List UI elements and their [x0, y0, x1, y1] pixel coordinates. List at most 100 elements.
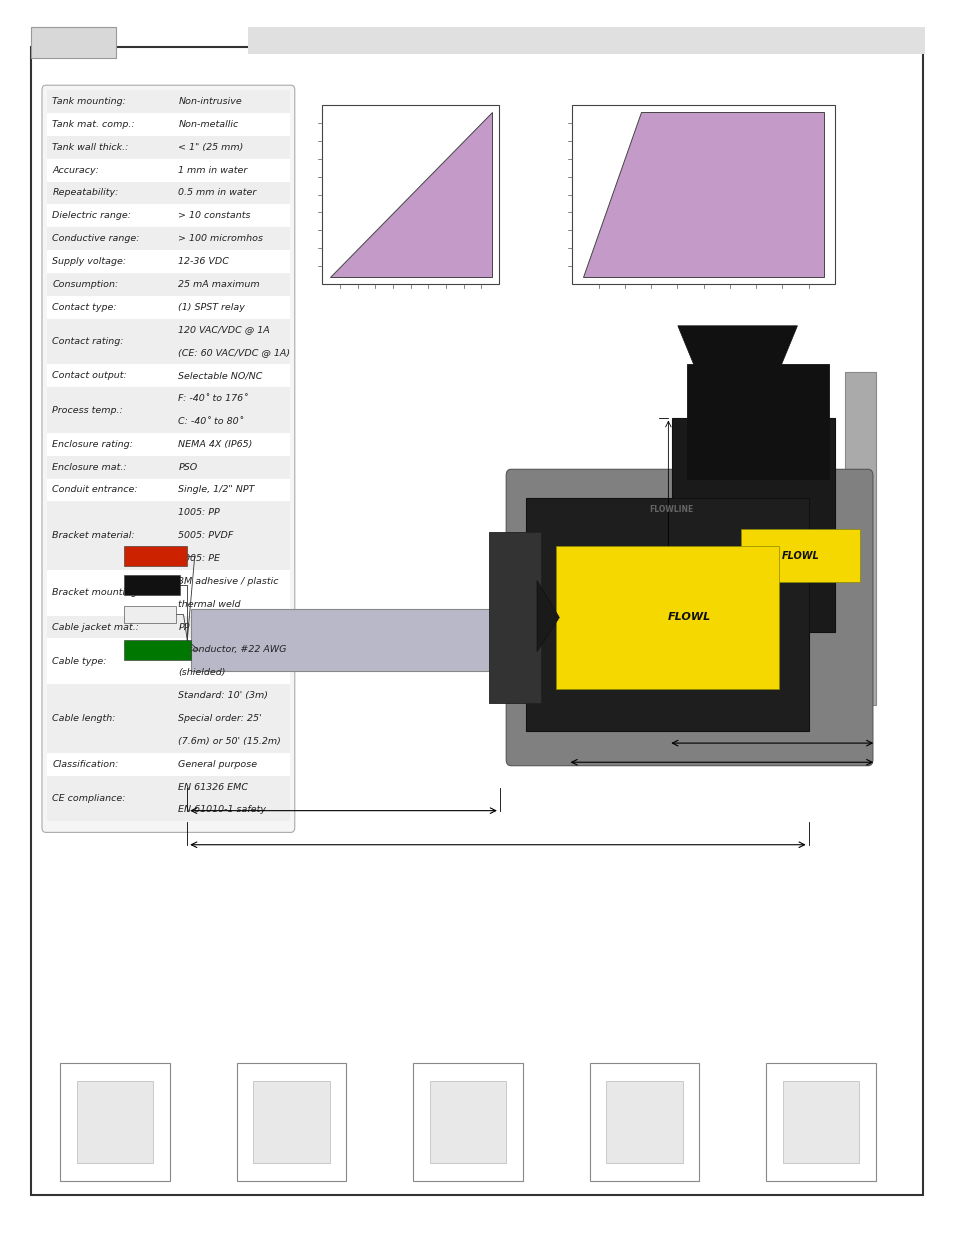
Bar	[47, 432, 290, 456]
Bar	[781, 1081, 859, 1163]
Text: Contact type:: Contact type:	[52, 303, 117, 311]
Polygon shape	[677, 326, 797, 379]
Text: EN 61010-1 safety: EN 61010-1 safety	[178, 805, 266, 814]
Text: Repeatability:: Repeatability:	[52, 189, 119, 198]
Bar	[623, 616, 680, 689]
Bar	[47, 136, 290, 158]
Bar	[589, 1063, 699, 1181]
Text: PP: PP	[178, 622, 190, 631]
Text: General purpose: General purpose	[178, 760, 257, 768]
Text: Bracket mounting:: Bracket mounting:	[52, 588, 141, 598]
Bar	[47, 387, 290, 432]
Bar	[47, 364, 290, 387]
FancyBboxPatch shape	[42, 85, 294, 832]
Bar	[488, 532, 540, 703]
Bar	[47, 295, 290, 319]
Bar	[47, 776, 290, 821]
Text: (7.6m) or 50' (15.2m): (7.6m) or 50' (15.2m)	[178, 737, 281, 746]
Text: > 100 micromhos: > 100 micromhos	[178, 235, 263, 243]
Bar	[76, 1081, 153, 1163]
Text: 4-conductor, #22 AWG: 4-conductor, #22 AWG	[178, 646, 287, 655]
Bar	[47, 273, 290, 295]
Text: Standard: 10' (3m): Standard: 10' (3m)	[178, 692, 268, 700]
Text: Conduit entrance:: Conduit entrance:	[52, 485, 138, 494]
Text: F: -40˚ to 176˚: F: -40˚ to 176˚	[178, 394, 248, 403]
Text: 25 mA maximum: 25 mA maximum	[178, 280, 260, 289]
Polygon shape	[537, 580, 558, 652]
Bar	[60, 1063, 170, 1181]
Text: 12-36 VDC: 12-36 VDC	[178, 257, 229, 266]
Bar	[429, 1081, 506, 1163]
Bar	[47, 501, 290, 569]
Bar	[525, 498, 808, 731]
Bar	[47, 752, 290, 776]
Text: 1 mm in water: 1 mm in water	[178, 165, 248, 174]
Text: C: -40˚ to 80˚: C: -40˚ to 80˚	[178, 417, 244, 426]
Text: Non-metallic: Non-metallic	[178, 120, 238, 128]
Bar	[191, 609, 503, 672]
Bar	[47, 249, 290, 273]
Text: Contact output:: Contact output:	[52, 372, 127, 380]
Bar	[47, 227, 290, 249]
Text: EN 61326 EMC: EN 61326 EMC	[178, 783, 248, 792]
Text: FLOWL: FLOWL	[781, 551, 819, 561]
Bar	[413, 1063, 522, 1181]
Text: 1005: PP: 1005: PP	[178, 509, 220, 517]
Text: Enclosure mat.:: Enclosure mat.:	[52, 463, 127, 472]
Text: Contact rating:: Contact rating:	[52, 337, 124, 346]
Text: 0.5 mm in water: 0.5 mm in water	[178, 189, 256, 198]
Text: PSO: PSO	[178, 463, 197, 472]
Text: (1) SPST relay: (1) SPST relay	[178, 303, 245, 311]
Bar	[47, 204, 290, 227]
FancyBboxPatch shape	[506, 469, 872, 766]
Text: FLOWLINE: FLOWLINE	[649, 505, 693, 514]
Bar	[605, 1081, 682, 1163]
Text: NEMA 4X (IP65): NEMA 4X (IP65)	[178, 440, 253, 448]
Bar	[47, 159, 290, 182]
Bar	[124, 576, 179, 595]
Text: 5005: PVDF: 5005: PVDF	[178, 531, 233, 540]
Bar	[322, 105, 498, 284]
Text: Enclosure rating:: Enclosure rating:	[52, 440, 133, 448]
Text: 3M adhesive / plastic: 3M adhesive / plastic	[178, 577, 278, 585]
Bar	[47, 319, 290, 364]
Text: Selectable NO/NC: Selectable NO/NC	[178, 372, 262, 380]
Text: 120 VAC/VDC @ 1A: 120 VAC/VDC @ 1A	[178, 326, 270, 335]
Text: Accuracy:: Accuracy:	[52, 165, 99, 174]
Text: Cable type:: Cable type:	[52, 657, 107, 666]
Bar	[765, 1063, 875, 1181]
Text: Cable length:: Cable length:	[52, 714, 116, 722]
Text: Supply voltage:: Supply voltage:	[52, 257, 127, 266]
Text: Non-intrusive: Non-intrusive	[178, 98, 242, 106]
Text: Tank mounting:: Tank mounting:	[52, 98, 126, 106]
Text: Single, 1/2" NPT: Single, 1/2" NPT	[178, 485, 254, 494]
Bar	[47, 114, 290, 136]
Bar	[47, 615, 290, 638]
Bar	[47, 684, 290, 752]
Bar	[671, 417, 835, 632]
Text: (shielded): (shielded)	[178, 668, 226, 677]
Bar	[124, 640, 191, 659]
Text: Process temp.:: Process temp.:	[52, 405, 123, 415]
Text: Conductive range:: Conductive range:	[52, 235, 140, 243]
Bar	[740, 529, 860, 583]
Bar	[637, 578, 677, 632]
Bar	[47, 182, 290, 204]
Bar	[236, 1063, 346, 1181]
Text: Bracket material:: Bracket material:	[52, 531, 135, 540]
Bar	[47, 478, 290, 501]
Bar	[253, 1081, 330, 1163]
Bar	[47, 638, 290, 684]
Bar	[555, 547, 778, 689]
Polygon shape	[582, 112, 823, 277]
Bar	[47, 90, 290, 112]
Polygon shape	[329, 112, 492, 277]
Bar	[124, 546, 187, 567]
Bar	[248, 27, 924, 54]
Text: > 10 constants: > 10 constants	[178, 211, 251, 220]
Text: FLOWL: FLOWL	[667, 613, 710, 622]
Bar	[572, 105, 834, 284]
Bar	[843, 372, 875, 705]
Bar	[124, 606, 176, 624]
Text: Tank mat. comp.:: Tank mat. comp.:	[52, 120, 135, 128]
